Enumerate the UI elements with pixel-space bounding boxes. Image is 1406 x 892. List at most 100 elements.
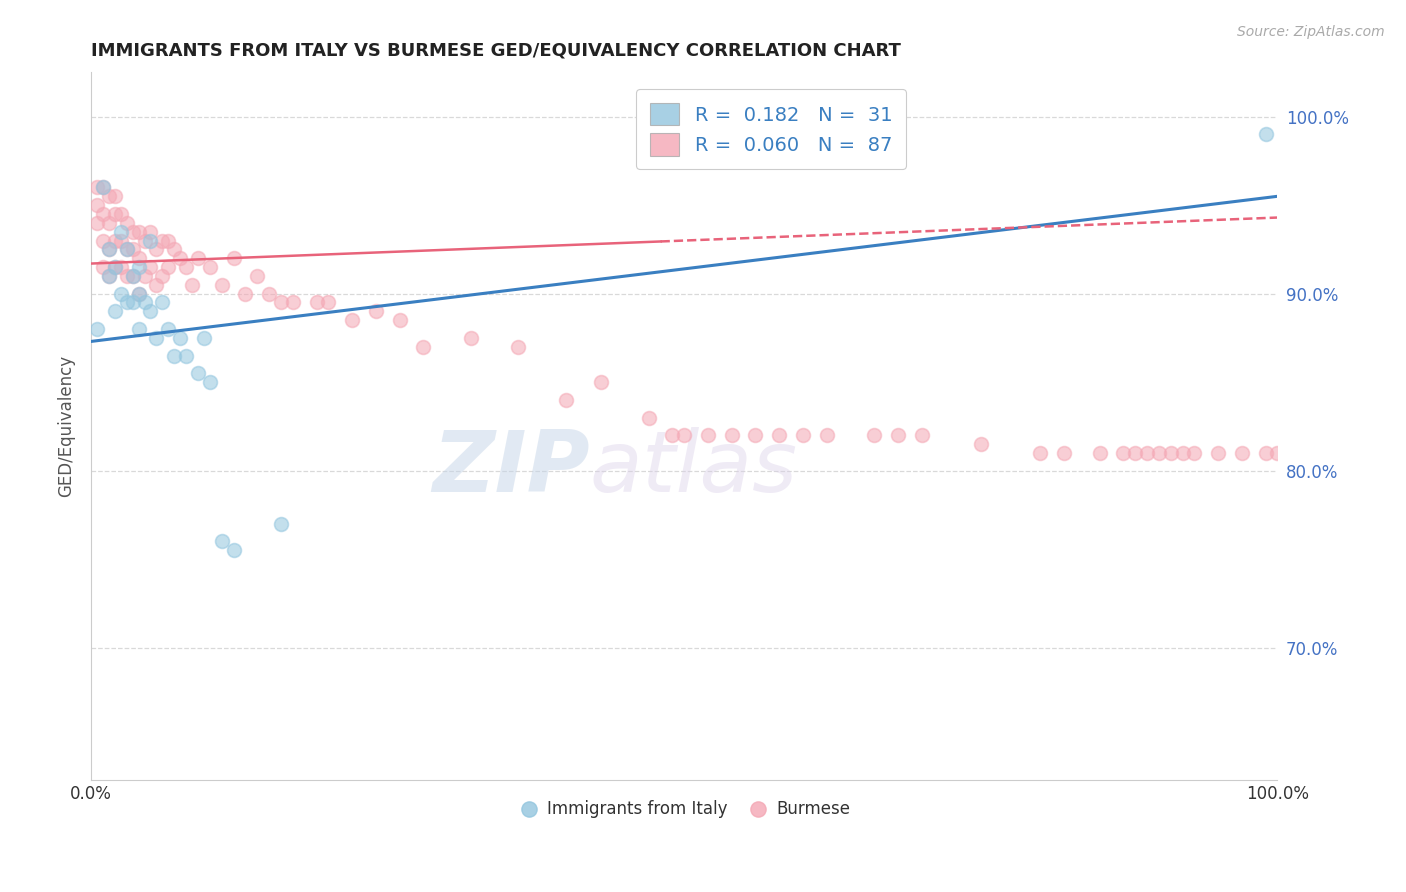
Point <box>91 260 114 274</box>
Point <box>460 331 482 345</box>
Point <box>110 207 132 221</box>
Point <box>815 428 838 442</box>
Point <box>128 286 150 301</box>
Point <box>86 216 108 230</box>
Text: IMMIGRANTS FROM ITALY VS BURMESE GED/EQUIVALENCY CORRELATION CHART: IMMIGRANTS FROM ITALY VS BURMESE GED/EQU… <box>91 42 901 60</box>
Point <box>86 180 108 194</box>
Point <box>139 225 162 239</box>
Point <box>121 268 143 283</box>
Point <box>1136 446 1159 460</box>
Point <box>150 295 173 310</box>
Point <box>139 304 162 318</box>
Point <box>1029 446 1052 460</box>
Point <box>121 268 143 283</box>
Text: atlas: atlas <box>589 427 797 510</box>
Point <box>1171 446 1194 460</box>
Point <box>121 295 143 310</box>
Point <box>720 428 742 442</box>
Point <box>270 516 292 531</box>
Point <box>744 428 766 442</box>
Legend: Immigrants from Italy, Burmese: Immigrants from Italy, Burmese <box>512 794 856 825</box>
Point <box>364 304 387 318</box>
Point <box>163 243 186 257</box>
Point <box>121 225 143 239</box>
Point <box>110 225 132 239</box>
Point <box>1053 446 1076 460</box>
Point <box>97 268 120 283</box>
Point <box>318 295 340 310</box>
Point <box>1267 446 1289 460</box>
Y-axis label: GED/Equivalency: GED/Equivalency <box>58 355 75 498</box>
Point <box>637 410 659 425</box>
Point <box>211 277 233 292</box>
Point <box>235 286 257 301</box>
Point <box>128 225 150 239</box>
Point <box>174 349 197 363</box>
Point <box>257 286 280 301</box>
Point <box>145 331 167 345</box>
Point <box>169 331 191 345</box>
Point <box>792 428 814 442</box>
Text: ZIP: ZIP <box>432 427 589 510</box>
Point <box>86 322 108 336</box>
Point <box>508 340 530 354</box>
Point <box>97 243 120 257</box>
Point <box>222 543 245 558</box>
Point <box>91 234 114 248</box>
Point <box>554 392 576 407</box>
Point <box>104 260 127 274</box>
Point <box>181 277 204 292</box>
Point <box>1230 446 1253 460</box>
Point <box>1206 446 1229 460</box>
Point <box>121 243 143 257</box>
Point <box>1123 446 1146 460</box>
Point <box>104 304 127 318</box>
Point <box>863 428 886 442</box>
Point <box>673 428 696 442</box>
Point <box>91 180 114 194</box>
Point <box>187 366 209 380</box>
Point <box>340 313 363 327</box>
Point <box>145 277 167 292</box>
Point <box>91 180 114 194</box>
Point <box>128 252 150 266</box>
Point <box>134 268 156 283</box>
Point <box>110 234 132 248</box>
Point <box>145 243 167 257</box>
Point <box>305 295 328 310</box>
Point <box>970 437 993 451</box>
Point <box>128 322 150 336</box>
Point <box>412 340 434 354</box>
Point <box>1254 446 1277 460</box>
Point <box>174 260 197 274</box>
Point <box>1254 128 1277 142</box>
Point <box>134 234 156 248</box>
Point <box>110 260 132 274</box>
Point <box>910 428 932 442</box>
Point <box>198 260 221 274</box>
Text: Source: ZipAtlas.com: Source: ZipAtlas.com <box>1237 25 1385 39</box>
Point <box>97 268 120 283</box>
Point <box>163 349 186 363</box>
Point <box>150 268 173 283</box>
Point <box>150 234 173 248</box>
Point <box>157 322 180 336</box>
Point <box>169 252 191 266</box>
Point <box>1160 446 1182 460</box>
Point <box>104 189 127 203</box>
Point <box>128 260 150 274</box>
Point <box>388 313 411 327</box>
Point <box>91 207 114 221</box>
Point <box>115 243 138 257</box>
Point <box>222 252 245 266</box>
Point <box>281 295 304 310</box>
Point <box>86 198 108 212</box>
Point <box>1184 446 1206 460</box>
Point <box>1112 446 1135 460</box>
Point <box>1147 446 1170 460</box>
Point <box>1088 446 1111 460</box>
Point <box>97 216 120 230</box>
Point <box>115 268 138 283</box>
Point <box>246 268 269 283</box>
Point <box>198 375 221 389</box>
